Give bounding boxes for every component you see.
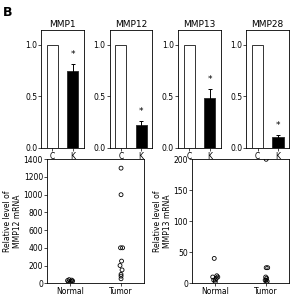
Point bbox=[214, 273, 219, 278]
Point bbox=[118, 245, 123, 250]
Y-axis label: Relative level of
MMP13 mRNA: Relative level of MMP13 mRNA bbox=[153, 191, 172, 252]
Bar bbox=[183, 45, 195, 148]
Title: MMP28: MMP28 bbox=[252, 20, 284, 29]
Point bbox=[213, 280, 218, 284]
Point bbox=[119, 272, 123, 277]
Point bbox=[119, 259, 124, 263]
Point bbox=[69, 279, 73, 284]
Point bbox=[213, 278, 218, 283]
Bar bbox=[47, 45, 58, 148]
Point bbox=[118, 263, 122, 268]
Point bbox=[119, 274, 123, 278]
Point bbox=[119, 276, 123, 281]
Bar bbox=[252, 45, 263, 148]
Point bbox=[68, 280, 73, 285]
Point bbox=[66, 280, 71, 284]
Bar bbox=[204, 98, 215, 148]
Point bbox=[119, 166, 123, 171]
Point bbox=[69, 278, 74, 283]
Point bbox=[264, 278, 268, 283]
Point bbox=[65, 278, 70, 283]
Bar bbox=[136, 125, 147, 148]
Point bbox=[215, 275, 220, 279]
Text: *: * bbox=[71, 50, 75, 59]
Point bbox=[67, 277, 71, 282]
Bar bbox=[67, 71, 78, 148]
Point bbox=[264, 280, 268, 285]
Point bbox=[119, 192, 123, 197]
Point bbox=[212, 256, 217, 261]
Point bbox=[120, 245, 125, 250]
Point bbox=[210, 275, 215, 279]
Point bbox=[120, 268, 124, 272]
Point bbox=[265, 279, 270, 284]
Bar bbox=[272, 137, 283, 148]
Title: MMP1: MMP1 bbox=[49, 20, 76, 29]
Text: *: * bbox=[276, 121, 280, 130]
Y-axis label: Relative level of
MMP12 mRNA: Relative level of MMP12 mRNA bbox=[3, 191, 22, 252]
Point bbox=[70, 278, 75, 283]
Point bbox=[265, 266, 270, 270]
Point bbox=[264, 276, 269, 281]
Point bbox=[264, 157, 268, 162]
Point bbox=[212, 278, 216, 283]
Text: *: * bbox=[139, 107, 143, 116]
Point bbox=[263, 278, 268, 283]
Title: MMP13: MMP13 bbox=[183, 20, 216, 29]
Text: B: B bbox=[3, 6, 12, 19]
Title: MMP12: MMP12 bbox=[115, 20, 147, 29]
Text: *: * bbox=[207, 75, 212, 84]
Bar bbox=[115, 45, 127, 148]
Point bbox=[214, 276, 219, 281]
Point bbox=[263, 275, 268, 279]
Point bbox=[264, 266, 268, 270]
